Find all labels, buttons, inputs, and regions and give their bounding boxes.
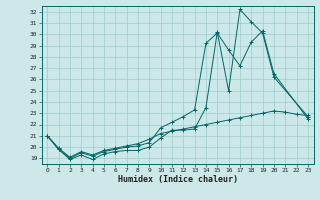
- X-axis label: Humidex (Indice chaleur): Humidex (Indice chaleur): [118, 175, 237, 184]
